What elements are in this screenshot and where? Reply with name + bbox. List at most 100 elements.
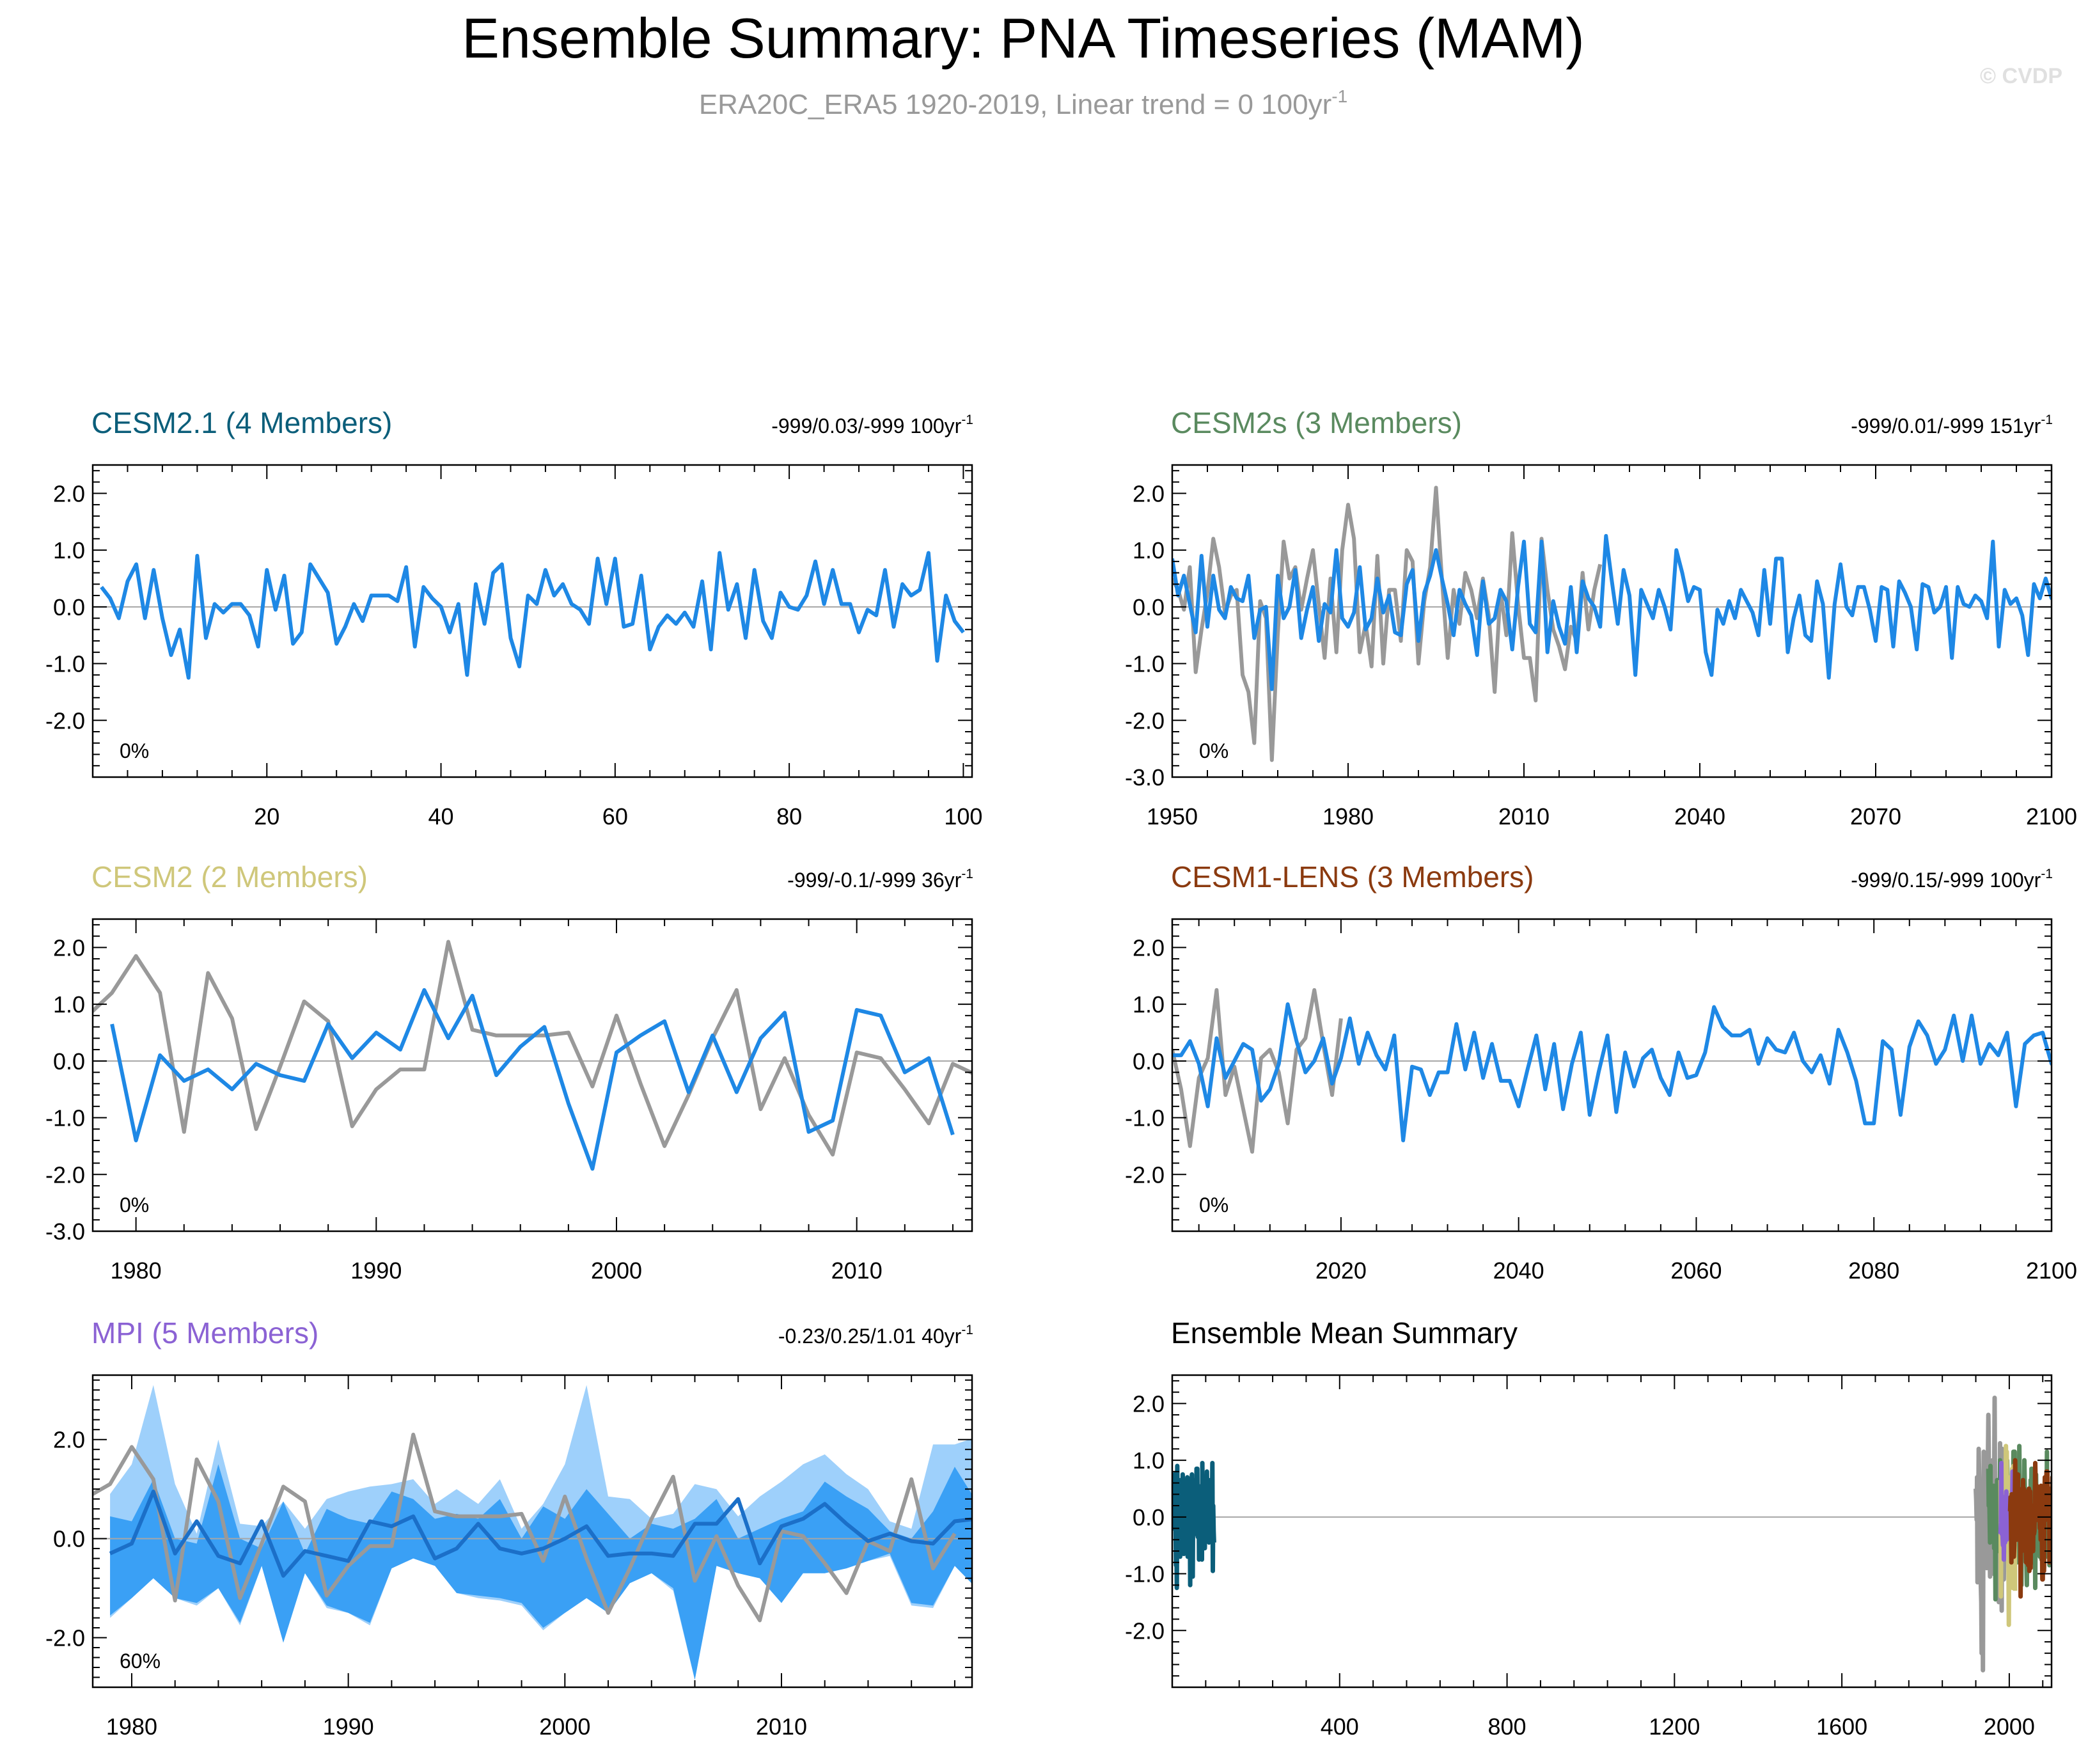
- y-tick-label: 2.0: [53, 934, 85, 961]
- panel-ensemble-mean-summary: Ensemble Mean Summary 2.0 1.0 0.0 -1.0 -2.0 40…: [1125, 1316, 2053, 1740]
- x-tick-label: 2040: [1674, 803, 1725, 830]
- percent-label: 0%: [120, 1193, 149, 1217]
- x-tick-label: 100: [944, 803, 982, 830]
- x-tick-label: 40: [428, 803, 454, 830]
- percent-label: 0%: [1199, 739, 1228, 762]
- x-tick-label: 2040: [1493, 1257, 1544, 1284]
- y-tick-label: -3.0: [45, 1218, 85, 1245]
- y-tick-label: 2.0: [1133, 480, 1165, 507]
- plot-frame: [1171, 464, 2053, 778]
- panel-cesm2-1-4-members-: CESM2.1 (4 Members) -999/0.03/-999 100yr-…: [45, 406, 982, 830]
- panel-title: CESM2 (2 Members): [91, 860, 368, 894]
- x-tick-label: 1990: [350, 1257, 402, 1284]
- x-tick-label: 60: [602, 803, 628, 830]
- trend-label: -999/-0.1/-999 36yr-1: [787, 867, 973, 892]
- trend-label: -999/0.15/-999 100yr-1: [1851, 867, 2053, 892]
- trend-text: -999/-0.1/-999 36yr: [787, 869, 962, 892]
- percent-label: 0%: [120, 739, 149, 762]
- series-line-cesm2-1: [1172, 1461, 1216, 1591]
- y-tick-label: 0.0: [1133, 1048, 1165, 1075]
- trend-superscript: -1: [961, 867, 973, 881]
- y-tick-label: 1.0: [1133, 537, 1165, 563]
- trend-superscript: -1: [2041, 413, 2053, 427]
- x-tick-label: 2070: [1850, 803, 1901, 830]
- x-tick-label: 1950: [1147, 803, 1198, 830]
- y-tick-label: 1.0: [1133, 991, 1165, 1018]
- trend-superscript: -1: [2041, 867, 2053, 881]
- watermark: © CVDP: [1980, 64, 2062, 88]
- plot-frame: [91, 918, 973, 1232]
- y-tick-label: -2.0: [1125, 707, 1165, 734]
- x-tick-label: 1200: [1649, 1713, 1700, 1740]
- subtitle-superscript: -1: [1331, 86, 1347, 106]
- trend-label: -999/0.01/-999 151yr-1: [1851, 413, 2053, 437]
- y-tick-label: 0.0: [1133, 1504, 1165, 1531]
- y-tick-label: -2.0: [45, 1162, 85, 1188]
- y-tick-label: -1.0: [45, 651, 85, 677]
- x-tick-label: 2000: [1984, 1713, 2035, 1740]
- series-line-observations: [93, 940, 972, 1157]
- series-line-cesm1-lens: [2007, 1458, 2052, 1599]
- trend-text: -999/0.15/-999 100yr: [1851, 869, 2041, 892]
- panel-mpi-5-members-: MPI (5 Members) -0.23/0.25/1.01 40yr-1 2.0…: [45, 1316, 973, 1740]
- y-tick-label: -1.0: [1125, 651, 1165, 677]
- y-tick-label: 1.0: [53, 991, 85, 1018]
- series-line-model: [100, 551, 965, 680]
- x-tick-label: 800: [1488, 1713, 1527, 1740]
- y-tick-label: 0.0: [53, 1048, 85, 1075]
- x-tick-label: 80: [776, 803, 802, 830]
- x-tick-label: 2000: [539, 1713, 590, 1740]
- x-tick-label: 2010: [1498, 803, 1550, 830]
- panel-title: CESM1-LENS (3 Members): [1171, 860, 1534, 894]
- trend-label: -999/0.03/-999 100yr-1: [771, 413, 973, 437]
- series-line-model: [110, 988, 955, 1171]
- panel-grid: CESM2.1 (4 Members) -999/0.03/-999 100yr-…: [45, 406, 2077, 1740]
- x-tick-label: 1980: [1323, 803, 1374, 830]
- spread-band-inner: [110, 1464, 972, 1680]
- y-tick-label: 2.0: [1133, 1390, 1165, 1417]
- panel-title: Ensemble Mean Summary: [1171, 1316, 1518, 1350]
- percent-label: 0%: [1199, 1193, 1228, 1217]
- trend-text: -0.23/0.25/1.01 40yr: [778, 1325, 962, 1348]
- plot-frame: [1171, 918, 2053, 1232]
- y-tick-label: -3.0: [1125, 764, 1165, 791]
- y-tick-label: 0.0: [1133, 594, 1165, 620]
- y-tick-label: -2.0: [1125, 1618, 1165, 1644]
- panel-title: CESM2.1 (4 Members): [91, 406, 392, 439]
- y-tick-label: 2.0: [53, 1427, 85, 1453]
- x-tick-label: 1980: [111, 1257, 162, 1284]
- y-tick-label: 1.0: [1133, 1447, 1165, 1474]
- panel-cesm1-lens-3-members-: CESM1-LENS (3 Members) -999/0.15/-999 100…: [1125, 860, 2077, 1284]
- series-line-ensemble-mean: [109, 1490, 972, 1578]
- x-tick-label: 20: [254, 803, 279, 830]
- figure-subtitle: ERA20C_ERA5 1920-2019, Linear trend = 0 …: [699, 86, 1347, 120]
- y-tick-label: 0.0: [53, 1526, 85, 1552]
- y-tick-label: -1.0: [45, 1105, 85, 1131]
- panel-cesm2s-3-members-: CESM2s (3 Members) -999/0.01/-999 151yr-1…: [1125, 406, 2077, 830]
- x-tick-label: 2020: [1315, 1257, 1367, 1284]
- x-tick-label: 400: [1321, 1713, 1359, 1740]
- y-tick-label: 0.0: [53, 594, 85, 620]
- trend-text: -999/0.03/-999 100yr: [771, 414, 961, 437]
- y-tick-label: 1.0: [53, 537, 85, 563]
- y-tick-label: -2.0: [45, 1625, 85, 1651]
- y-tick-label: 2.0: [1133, 934, 1165, 961]
- trend-superscript: -1: [961, 1323, 973, 1337]
- y-tick-label: -2.0: [1125, 1162, 1165, 1188]
- x-tick-label: 2100: [2026, 1257, 2077, 1284]
- y-tick-label: -1.0: [1125, 1105, 1165, 1131]
- x-tick-label: 2010: [756, 1713, 807, 1740]
- x-tick-label: 2060: [1670, 1257, 1722, 1284]
- x-tick-label: 2010: [831, 1257, 883, 1284]
- y-tick-label: 2.0: [53, 480, 85, 507]
- panel-cesm2-2-members-: CESM2 (2 Members) -999/-0.1/-999 36yr-1 2.…: [45, 860, 973, 1284]
- x-tick-label: 2100: [2026, 803, 2077, 830]
- series-line-observations: [1172, 485, 1603, 762]
- subtitle-text: ERA20C_ERA5 1920-2019, Linear trend = 0 …: [699, 89, 1331, 120]
- plot-frame: [91, 464, 973, 778]
- trend-label: -0.23/0.25/1.01 40yr-1: [778, 1323, 973, 1348]
- plot-frame: [1171, 1374, 2053, 1689]
- x-tick-label: 2000: [591, 1257, 642, 1284]
- x-tick-label: 1980: [106, 1713, 157, 1740]
